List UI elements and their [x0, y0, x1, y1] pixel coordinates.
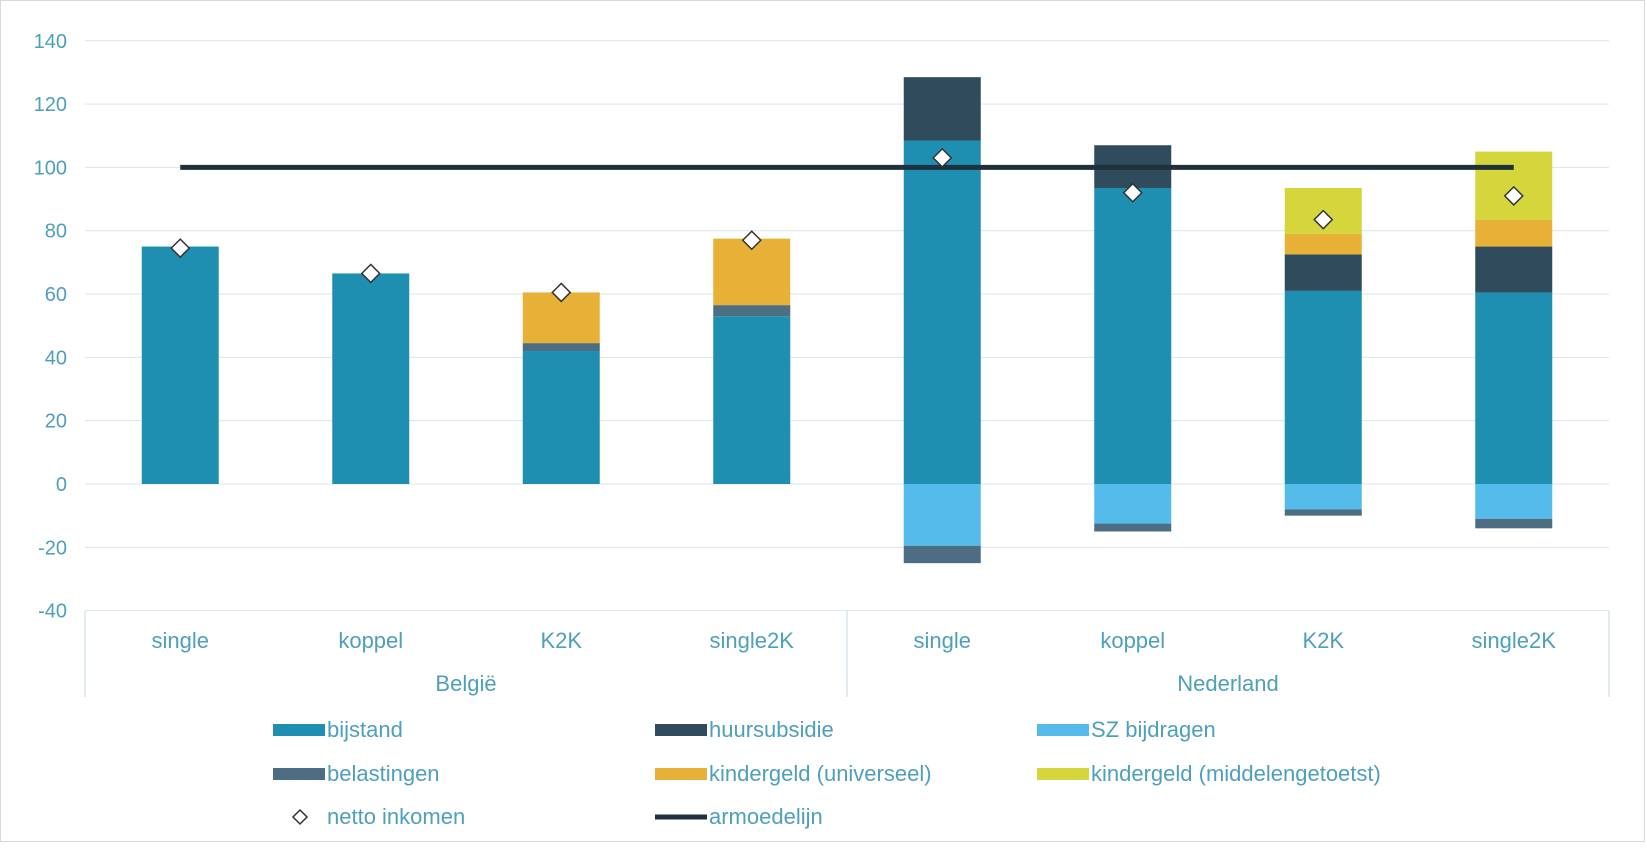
y-tick-label: 20 — [45, 411, 67, 433]
legend-label: kindergeld (middelengetoetst) — [1091, 761, 1381, 786]
legend-label: SZ bijdragen — [1091, 717, 1216, 742]
bar-segment — [1094, 523, 1172, 532]
x-category-label: single2K — [1472, 628, 1557, 653]
x-group-label: Nederland — [1177, 671, 1279, 696]
bars — [141, 77, 1553, 564]
y-tick-label: 120 — [34, 94, 67, 116]
net-income-marker — [1503, 185, 1524, 206]
x-category-label: single — [914, 628, 971, 653]
bar-segment — [713, 305, 791, 317]
net-income-marker — [551, 282, 572, 303]
bar-segment — [522, 351, 600, 484]
y-tick-label: 140 — [34, 31, 67, 53]
y-tick-label: 60 — [45, 284, 67, 306]
y-tick-label: 100 — [34, 157, 67, 179]
bar-segment — [522, 343, 600, 352]
legend-label: armoedelijn — [709, 804, 823, 829]
bar-segment — [1475, 151, 1553, 220]
legend-marker — [291, 808, 309, 826]
y-tick-label: -20 — [38, 537, 67, 559]
x-category-label: koppel — [338, 628, 403, 653]
x-group-label: België — [435, 671, 496, 696]
y-tick-label: 0 — [56, 474, 67, 496]
x-category-label: koppel — [1100, 628, 1165, 653]
gridlines — [85, 40, 1609, 612]
bar-segment — [1475, 518, 1553, 529]
legend-swatch — [1037, 724, 1089, 736]
bar-segment — [1475, 484, 1553, 519]
bar-segment — [713, 316, 791, 484]
x-category-label: K2K — [1302, 628, 1344, 653]
bar-segment — [1284, 290, 1362, 484]
bar-segment — [903, 545, 981, 564]
bar-segment — [1475, 246, 1553, 293]
bar-segment — [1284, 484, 1362, 510]
legend-swatch — [655, 724, 707, 736]
bar-segment — [1094, 484, 1172, 524]
y-tick-label: -40 — [38, 601, 67, 623]
bar-segment — [903, 484, 981, 546]
bar-segment — [1094, 187, 1172, 484]
net-income-marker — [360, 263, 381, 284]
legend-swatch — [1037, 768, 1089, 780]
legend-label: netto inkomen — [327, 804, 465, 829]
net-income-marker — [932, 147, 953, 168]
bar-segment — [1284, 509, 1362, 516]
x-category-label: single — [152, 628, 209, 653]
bar-segment — [332, 273, 410, 484]
net-income-marker — [1122, 182, 1143, 203]
bar-segment — [1284, 233, 1362, 255]
legend-swatch — [273, 768, 325, 780]
net-income-marker — [741, 230, 762, 251]
bar-segment — [1475, 219, 1553, 247]
bar-segment — [1475, 292, 1553, 484]
x-category-label: single2K — [710, 628, 795, 653]
x-category-label: K2K — [540, 628, 582, 653]
legend-label: belastingen — [327, 761, 440, 786]
net-income-marker — [170, 238, 191, 259]
y-axis-tick-labels: -40 -20 0 20 40 60 80 100 120 140 — [34, 31, 67, 623]
legend-label: bijstand — [327, 717, 403, 742]
legend-swatch — [273, 724, 325, 736]
bar-segment — [903, 140, 981, 484]
bar-segment — [141, 246, 219, 484]
bar-segment — [903, 77, 981, 141]
y-tick-label: 80 — [45, 221, 67, 243]
legend-label: huursubsidie — [709, 717, 834, 742]
legend-swatch — [655, 768, 707, 780]
x-axis: single koppel K2K single2K single koppel K2K si… — [84, 610, 1610, 697]
net-income-marker — [1313, 209, 1334, 230]
legend: bijstand huursubsidie SZ bijdragen belastin… — [273, 717, 1381, 829]
net-income-markers — [170, 147, 1524, 303]
bar-segment — [1284, 254, 1362, 291]
y-tick-label: 40 — [45, 347, 67, 369]
legend-label: kindergeld (universeel) — [709, 761, 932, 786]
